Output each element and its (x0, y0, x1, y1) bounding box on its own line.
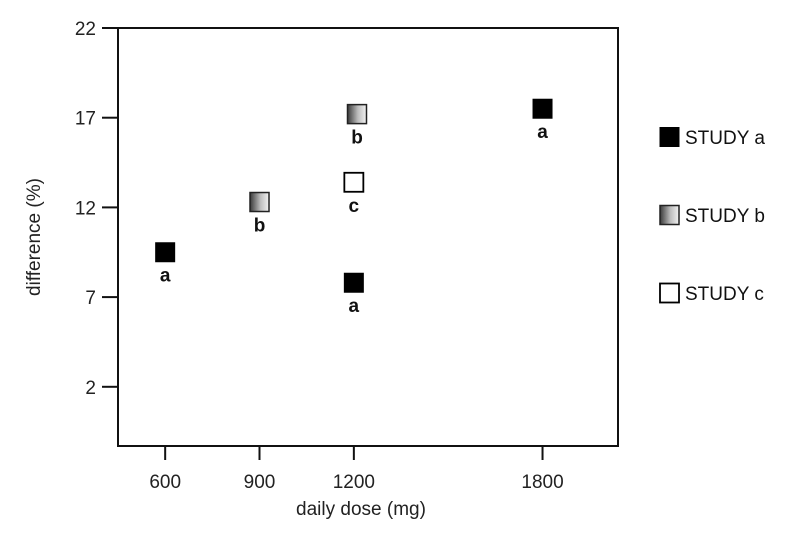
y-tick-label: 7 (85, 288, 96, 309)
x-axis-title: daily dose (mg) (296, 499, 426, 520)
legend-label: STUDY c (685, 284, 764, 305)
data-point-label: c (349, 196, 360, 217)
x-axis: 600 900 1200 1800 (149, 446, 564, 493)
y-tick-label: 12 (75, 198, 96, 219)
data-point-marker (532, 98, 553, 119)
x-tick-label: 600 (149, 472, 181, 493)
data-point-marker (343, 171, 365, 193)
y-tick-label: 22 (75, 19, 96, 40)
y-axis: 2 7 12 17 22 (75, 19, 118, 399)
x-tick-label: 900 (244, 472, 276, 493)
data-point-label: b (254, 216, 266, 237)
data-points: a a a b b c (155, 98, 553, 317)
y-tick-label: 2 (85, 378, 96, 399)
data-point-label: a (160, 266, 171, 287)
legend-label: STUDY a (685, 128, 765, 149)
data-point-marker (155, 242, 176, 263)
y-axis-title: difference (%) (24, 178, 45, 296)
legend-marker (659, 204, 680, 226)
y-tick-label: 17 (75, 109, 96, 130)
legend-marker (659, 282, 680, 304)
data-point-marker (343, 272, 364, 293)
legend: STUDY a STUDY b STUDY c (659, 127, 765, 305)
data-point-marker (346, 103, 368, 125)
x-tick-label: 1800 (521, 472, 563, 493)
data-point-label: b (351, 128, 363, 149)
legend-marker (659, 127, 680, 147)
legend-label: STUDY b (685, 206, 765, 227)
x-tick-label: 1200 (333, 472, 375, 493)
plot-frame (117, 27, 619, 447)
data-point-label: a (537, 122, 548, 143)
data-point-label: a (349, 296, 360, 317)
data-point-marker (249, 191, 270, 213)
